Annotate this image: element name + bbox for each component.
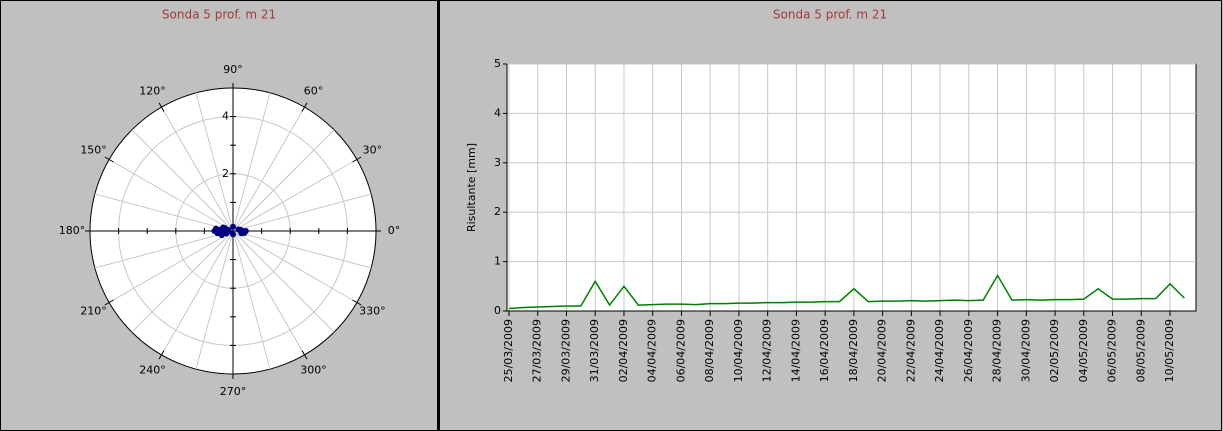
y-tick-label: 3 (494, 156, 501, 169)
spoke (108, 230, 234, 303)
point (230, 223, 236, 230)
theta-tick (104, 156, 114, 163)
y-axis-label: Risultante [mm] (465, 143, 478, 232)
theta-tick (352, 156, 362, 163)
x-tick-label: 24/04/2009 (933, 319, 946, 382)
point (230, 231, 236, 238)
spoke (232, 230, 305, 356)
x-tick-label: 08/04/2009 (703, 319, 716, 382)
x-tick-label: 18/04/2009 (847, 319, 860, 382)
spoke (232, 159, 358, 232)
theta-tick (352, 299, 362, 306)
theta-tick (158, 350, 165, 360)
point (224, 229, 231, 236)
x-tick-label: 16/04/2009 (818, 319, 831, 382)
theta-tick-label: 210° (80, 305, 107, 318)
y-tick-label: 1 (494, 255, 501, 268)
x-tick-label: 12/04/2009 (761, 319, 774, 382)
spoke (232, 129, 335, 232)
x-tick-label: 26/04/2009 (962, 319, 975, 382)
theta-tick-label: 150° (80, 144, 107, 157)
x-tick-label: 04/04/2009 (646, 319, 659, 382)
x-tick-label: 20/04/2009 (876, 319, 889, 382)
theta-tick (301, 350, 308, 360)
y-tick-label: 2 (494, 205, 501, 218)
spoke (195, 230, 234, 370)
chart-title: Sonda 5 prof. m 21 (773, 8, 887, 22)
x-tick-label: 30/04/2009 (1019, 319, 1032, 382)
theta-tick-label: 300° (300, 363, 327, 376)
theta-tick-label: 90° (223, 63, 243, 76)
y-tick-label: 0 (494, 304, 501, 317)
chart-title: Sonda 5 prof. m 21 (162, 8, 276, 22)
theta-tick-label: 180° (59, 224, 86, 237)
r-tick-label: 4 (222, 110, 229, 123)
point (238, 230, 245, 237)
theta-tick-label: 0° (388, 224, 401, 237)
y-tick-label: 4 (494, 106, 501, 119)
x-tick-label: 02/05/2009 (1048, 319, 1061, 382)
spoke (232, 193, 372, 232)
point (211, 228, 218, 234)
theta-tick-label: 240° (139, 363, 166, 376)
spoke (232, 230, 271, 370)
spoke (94, 193, 234, 232)
x-tick-label: 08/05/2009 (1134, 319, 1147, 382)
x-tick-label: 06/05/2009 (1106, 319, 1119, 382)
spoke (161, 106, 234, 232)
x-tick-label: 28/04/2009 (991, 319, 1004, 382)
spoke (131, 129, 234, 232)
theta-tick-label: 30° (363, 144, 383, 157)
spoke (232, 230, 358, 303)
theta-tick (158, 102, 165, 112)
point (242, 228, 249, 234)
r-tick-label: 2 (222, 167, 229, 180)
point (220, 224, 227, 231)
spoke (232, 230, 335, 333)
theta-tick-label: 60° (304, 85, 324, 98)
spoke (161, 230, 234, 356)
theta-tick-label: 270° (220, 385, 247, 398)
x-tick-label: 10/04/2009 (732, 319, 745, 382)
data-line (508, 273, 1185, 310)
theta-tick-label: 330° (359, 305, 386, 318)
x-tick-label: 22/04/2009 (904, 319, 917, 382)
spoke (131, 230, 234, 333)
spoke (232, 92, 271, 232)
x-tick-label: 02/04/2009 (617, 319, 630, 382)
x-tick-label: 31/03/2009 (588, 319, 601, 382)
plot-area (506, 63, 1197, 312)
spoke (232, 230, 372, 269)
x-tick-label: 27/03/2009 (531, 319, 544, 382)
x-tick-label: 06/04/2009 (674, 319, 687, 382)
spoke (108, 159, 234, 232)
point (218, 232, 225, 239)
spoke (94, 230, 234, 269)
spoke (195, 92, 234, 232)
x-tick-label: 29/03/2009 (559, 319, 572, 382)
theta-tick-label: 120° (139, 85, 166, 98)
x-tick-label: 25/03/2009 (502, 319, 515, 382)
spoke (232, 106, 305, 232)
x-tick-label: 04/05/2009 (1077, 319, 1090, 382)
x-tick-label: 14/04/2009 (789, 319, 802, 382)
x-tick-label: 10/05/2009 (1163, 319, 1176, 382)
y-tick-label: 5 (494, 57, 501, 70)
theta-tick (301, 102, 308, 112)
theta-tick (104, 299, 114, 306)
